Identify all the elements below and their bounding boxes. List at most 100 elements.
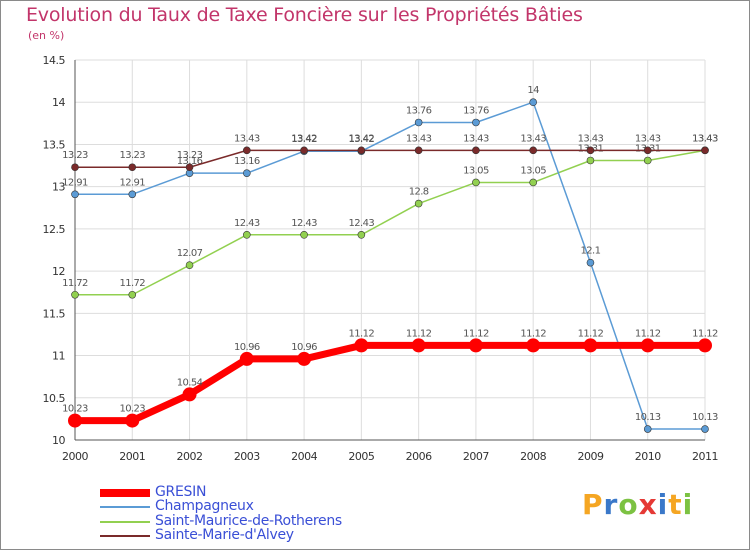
logo-letter: i	[657, 488, 669, 521]
legend-label-gresin: GRESIN	[155, 484, 207, 500]
data-point-saint-maurice-de-rotherens	[472, 178, 480, 187]
data-label-champagneux: 13.76	[406, 105, 432, 116]
logo-letter: t	[668, 488, 683, 521]
legend-swatch-sainte-marie	[100, 535, 150, 537]
data-label-gresin: 11.12	[406, 328, 432, 339]
data-label-gresin: 10.54	[177, 377, 203, 388]
data-point-sainte-marie-d-alvey	[71, 163, 79, 172]
data-point-sainte-marie-d-alvey	[357, 146, 366, 155]
data-point-gresin	[182, 387, 197, 402]
x-tick-label: 2010	[635, 450, 661, 463]
data-point-champagneux	[586, 258, 595, 267]
series-line-champagneux	[75, 101, 705, 430]
data-label-sainte-marie-d-alvey: 13.43	[578, 133, 604, 144]
legend-label-saint-maurice: Saint-Maurice-de-Rotherens	[155, 513, 342, 529]
data-label-champagneux: 13.42	[349, 134, 375, 145]
data-label-saint-maurice-de-rotherens: 13.05	[520, 165, 546, 176]
legend-swatch-saint-maurice	[100, 521, 150, 523]
data-label-sainte-marie-d-alvey: 13.23	[119, 150, 145, 161]
data-label-champagneux: 12.1	[581, 246, 601, 257]
data-point-saint-maurice-de-rotherens	[71, 290, 79, 299]
data-label-gresin: 11.12	[578, 328, 604, 339]
data-point-sainte-marie-d-alvey	[472, 146, 480, 155]
data-label-saint-maurice-de-rotherens: 13.05	[463, 165, 489, 176]
data-point-saint-maurice-de-rotherens	[357, 231, 366, 239]
data-point-champagneux	[472, 118, 480, 127]
data-point-sainte-marie-d-alvey	[701, 146, 709, 155]
data-point-saint-maurice-de-rotherens	[643, 156, 652, 165]
data-label-saint-maurice-de-rotherens: 12.07	[177, 248, 203, 259]
data-point-sainte-marie-d-alvey	[529, 146, 537, 155]
y-tick-label: 12	[52, 265, 65, 278]
logo-letter: P	[582, 488, 604, 521]
data-label-sainte-marie-d-alvey: 13.43	[234, 133, 260, 144]
x-tick-label: 2000	[62, 450, 88, 463]
data-label-sainte-marie-d-alvey: 13.43	[635, 133, 661, 144]
data-label-sainte-marie-d-alvey: 13.23	[62, 150, 88, 161]
data-label-saint-maurice-de-rotherens: 12.8	[409, 187, 429, 198]
data-point-champagneux	[529, 98, 537, 107]
logo-letter: r	[603, 488, 619, 521]
series-line-gresin	[75, 341, 705, 425]
data-point-sainte-marie-d-alvey	[128, 163, 137, 172]
y-tick-label: 11.5	[43, 307, 66, 320]
data-label-sainte-marie-d-alvey: 13.42	[349, 133, 375, 144]
data-point-gresin	[354, 338, 369, 353]
data-label-champagneux: 12.91	[62, 177, 88, 188]
data-label-champagneux: 10.13	[635, 412, 661, 423]
data-point-saint-maurice-de-rotherens	[128, 290, 137, 299]
legend-label-champagneux: Champagneux	[155, 498, 254, 514]
data-point-gresin	[297, 351, 312, 366]
data-point-sainte-marie-d-alvey	[185, 163, 194, 172]
data-label-gresin: 11.12	[463, 328, 489, 339]
x-tick-label: 2001	[119, 450, 145, 463]
data-point-champagneux	[643, 425, 652, 433]
y-tick-label: 14	[52, 96, 65, 109]
y-axis-unit-label: (en %)	[28, 29, 65, 42]
x-tick-label: 2003	[234, 450, 260, 463]
data-label-champagneux: 12.91	[119, 177, 145, 188]
data-point-saint-maurice-de-rotherens	[300, 231, 308, 239]
y-tick-label: 10.5	[43, 392, 66, 405]
y-tick-label: 13	[52, 181, 65, 194]
data-point-champagneux	[128, 190, 137, 199]
y-tick-label: 12.5	[43, 223, 66, 236]
series-line-saint-maurice-de-rotherens	[75, 149, 706, 296]
data-point-gresin	[640, 338, 655, 353]
data-label-saint-maurice-de-rotherens: 12.43	[291, 218, 317, 229]
y-tick-label: 11	[52, 350, 65, 363]
data-label-gresin: 11.12	[692, 328, 718, 339]
data-point-saint-maurice-de-rotherens	[243, 231, 251, 239]
data-point-gresin	[411, 338, 426, 353]
data-label-sainte-marie-d-alvey: 13.43	[692, 133, 718, 144]
data-label-saint-maurice-de-rotherens: 12.43	[234, 218, 260, 229]
data-label-saint-maurice-de-rotherens: 13.43	[692, 133, 718, 144]
data-point-sainte-marie-d-alvey	[414, 146, 423, 155]
chart-title: Evolution du Taux de Taxe Foncière sur l…	[26, 4, 583, 26]
y-tick-label: 14.5	[43, 54, 66, 67]
data-point-gresin	[239, 351, 254, 366]
data-point-champagneux	[701, 425, 709, 433]
x-tick-label: 2005	[348, 450, 374, 463]
data-point-saint-maurice-de-rotherens	[414, 199, 423, 208]
data-label-champagneux: 13.16	[177, 156, 203, 167]
logo-letter: x	[638, 488, 658, 521]
x-tick-label: 2002	[177, 450, 203, 463]
legend-label-sainte-marie: Sainte-Marie-d'Alvey	[155, 527, 294, 543]
data-point-gresin	[583, 338, 598, 353]
x-tick-label: 2009	[577, 450, 603, 463]
proxiti-logo: Proxiti	[582, 488, 693, 521]
x-tick-label: 2004	[291, 450, 317, 463]
x-tick-label: 2006	[406, 450, 432, 463]
data-label-gresin: 11.12	[635, 328, 661, 339]
data-point-gresin	[125, 413, 140, 428]
logo-letter: o	[618, 488, 639, 521]
data-point-champagneux	[243, 169, 251, 177]
data-label-champagneux: 10.13	[692, 412, 718, 423]
data-label-sainte-marie-d-alvey: 13.43	[406, 133, 432, 144]
legend-swatch-gresin	[100, 489, 150, 497]
data-point-gresin	[68, 413, 82, 428]
data-point-champagneux	[71, 190, 79, 199]
data-point-saint-maurice-de-rotherens	[586, 156, 595, 165]
